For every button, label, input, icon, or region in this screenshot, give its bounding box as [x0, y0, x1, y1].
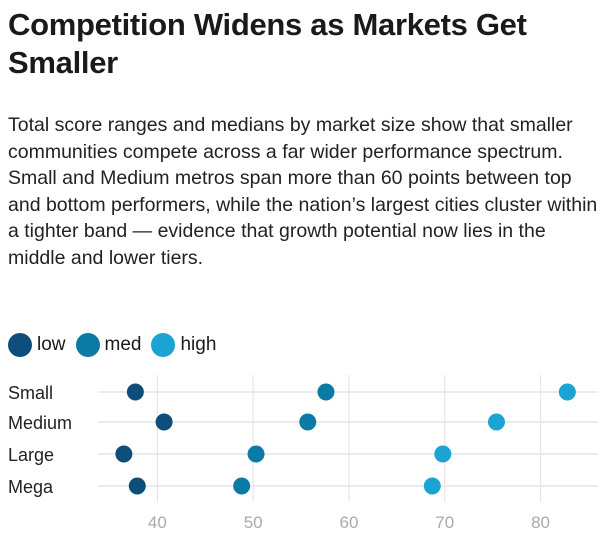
legend-label: high: [180, 334, 217, 355]
x-tick-label: 60: [339, 513, 358, 532]
dot-low-large: [115, 445, 133, 463]
dot-low-mega: [128, 477, 146, 495]
dot-low-small: [126, 383, 144, 401]
dot-plot: 40 50 60 70 80 Small Medium Large Mega: [8, 375, 598, 532]
x-tick-label: 80: [531, 513, 550, 532]
legend-swatch: [75, 333, 100, 357]
dot-high-medium: [487, 413, 505, 431]
legend: low med high: [8, 333, 216, 357]
legend-swatch: [8, 333, 32, 357]
dot-high-mega: [423, 477, 441, 495]
x-tick-label: 50: [244, 513, 263, 532]
legend-item-med: med: [75, 333, 142, 357]
y-category-label: Small: [8, 383, 53, 403]
x-tick-label: 70: [435, 513, 454, 532]
legend-swatch: [151, 333, 176, 357]
y-category-label: Large: [8, 445, 54, 465]
dot-low-medium: [155, 413, 173, 431]
y-category-label: Medium: [8, 413, 72, 433]
dot-med-mega: [233, 477, 251, 495]
dot-high-small: [558, 383, 576, 401]
legend-label: low: [37, 334, 66, 355]
dot-med-large: [247, 445, 265, 463]
dot-med-small: [317, 383, 335, 401]
dot-high-large: [434, 445, 452, 463]
dot-med-medium: [299, 413, 317, 431]
y-category-label: Mega: [8, 477, 54, 497]
legend-item-low: low: [8, 333, 66, 357]
x-tick-label: 40: [148, 513, 167, 532]
chart-title: Competition Widens as Markets Get Smalle…: [8, 7, 527, 80]
chart-subtitle: Total score ranges and medians by market…: [8, 114, 598, 269]
legend-item-high: high: [151, 333, 216, 357]
legend-label: med: [104, 334, 142, 355]
